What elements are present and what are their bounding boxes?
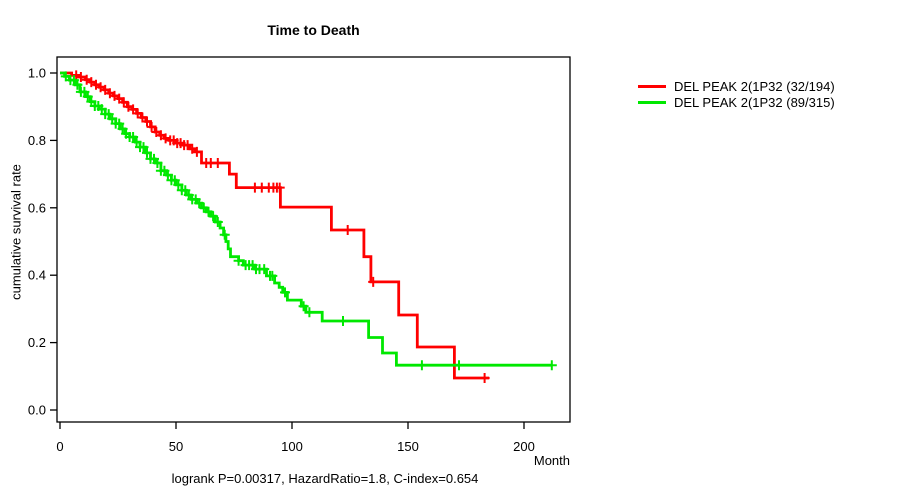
legend-item: DEL PEAK 2(1P32 (32/194)	[638, 78, 835, 94]
censor-mark	[454, 360, 464, 371]
stats-footer: logrank P=0.00317, HazardRatio=1.8, C-in…	[171, 471, 479, 486]
censor-mark	[146, 121, 157, 132]
censor-mark	[479, 373, 490, 383]
censor-mark	[416, 360, 427, 371]
y-axis-tick-label: 0.0	[28, 403, 46, 418]
censor-mark	[208, 211, 219, 222]
censor-mark	[194, 198, 205, 209]
censor-mark	[338, 316, 348, 326]
legend-item-label: DEL PEAK 2(1P32 (32/194)	[674, 78, 835, 94]
y-axis-tick-label: 0.2	[28, 335, 46, 350]
legend-item: DEL PEAK 2(1P32 (89/315)	[638, 94, 835, 110]
x-axis-unit-label: Month	[533, 453, 570, 468]
x-axis-tick-label: 100	[281, 439, 303, 454]
censor-mark	[118, 97, 129, 108]
censor-mark	[298, 301, 309, 312]
plot-border	[56, 56, 571, 423]
censor-mark	[368, 276, 379, 287]
censor-mark	[114, 118, 125, 129]
legend-line-swatch-green	[638, 100, 666, 104]
censor-mark	[304, 307, 315, 318]
chart-title: Time to Death	[267, 22, 360, 38]
censor-mark	[546, 360, 557, 371]
survival-curve-green	[60, 71, 552, 367]
y-axis-label: cumulative survival rate	[8, 164, 24, 300]
censor-mark	[233, 255, 244, 266]
censor-mark	[342, 225, 353, 235]
x-axis-tick-label: 150	[397, 439, 419, 454]
legend-item-label: DEL PEAK 2(1P32 (89/315)	[674, 94, 835, 110]
censor-mark	[173, 179, 184, 190]
censor-mark	[138, 142, 149, 153]
censor-mark	[162, 170, 173, 181]
censor-mark	[212, 217, 223, 227]
censor-mark	[72, 79, 83, 90]
x-axis-tick-label: 200	[513, 439, 535, 454]
censor-mark	[274, 182, 285, 193]
y-axis-tick-label: 0.4	[28, 268, 46, 283]
x-axis-tick-label: 50	[169, 439, 183, 454]
legend-line-swatch-red	[638, 84, 666, 88]
censor-mark	[219, 229, 230, 240]
censor-mark	[191, 146, 202, 157]
survival-curve-red	[60, 71, 490, 380]
censor-mark	[203, 206, 214, 217]
censor-mark	[259, 264, 270, 275]
censor-mark	[280, 287, 290, 298]
censor-mark	[128, 132, 139, 142]
censor-mark	[212, 158, 223, 168]
censor-mark	[75, 72, 86, 82]
y-axis-tick-label: 0.6	[28, 200, 46, 215]
censor-mark	[142, 147, 152, 158]
censor-mark	[267, 270, 278, 281]
censor-mark	[160, 133, 171, 144]
legend: DEL PEAK 2(1P32 (32/194) DEL PEAK 2(1P32…	[638, 78, 835, 110]
y-axis-tick-label: 0.8	[28, 133, 46, 148]
censor-mark	[152, 158, 163, 168]
y-axis-tick-label: 1.0	[28, 66, 46, 81]
censor-mark	[142, 116, 152, 127]
x-axis-tick-label: 0	[56, 439, 63, 454]
